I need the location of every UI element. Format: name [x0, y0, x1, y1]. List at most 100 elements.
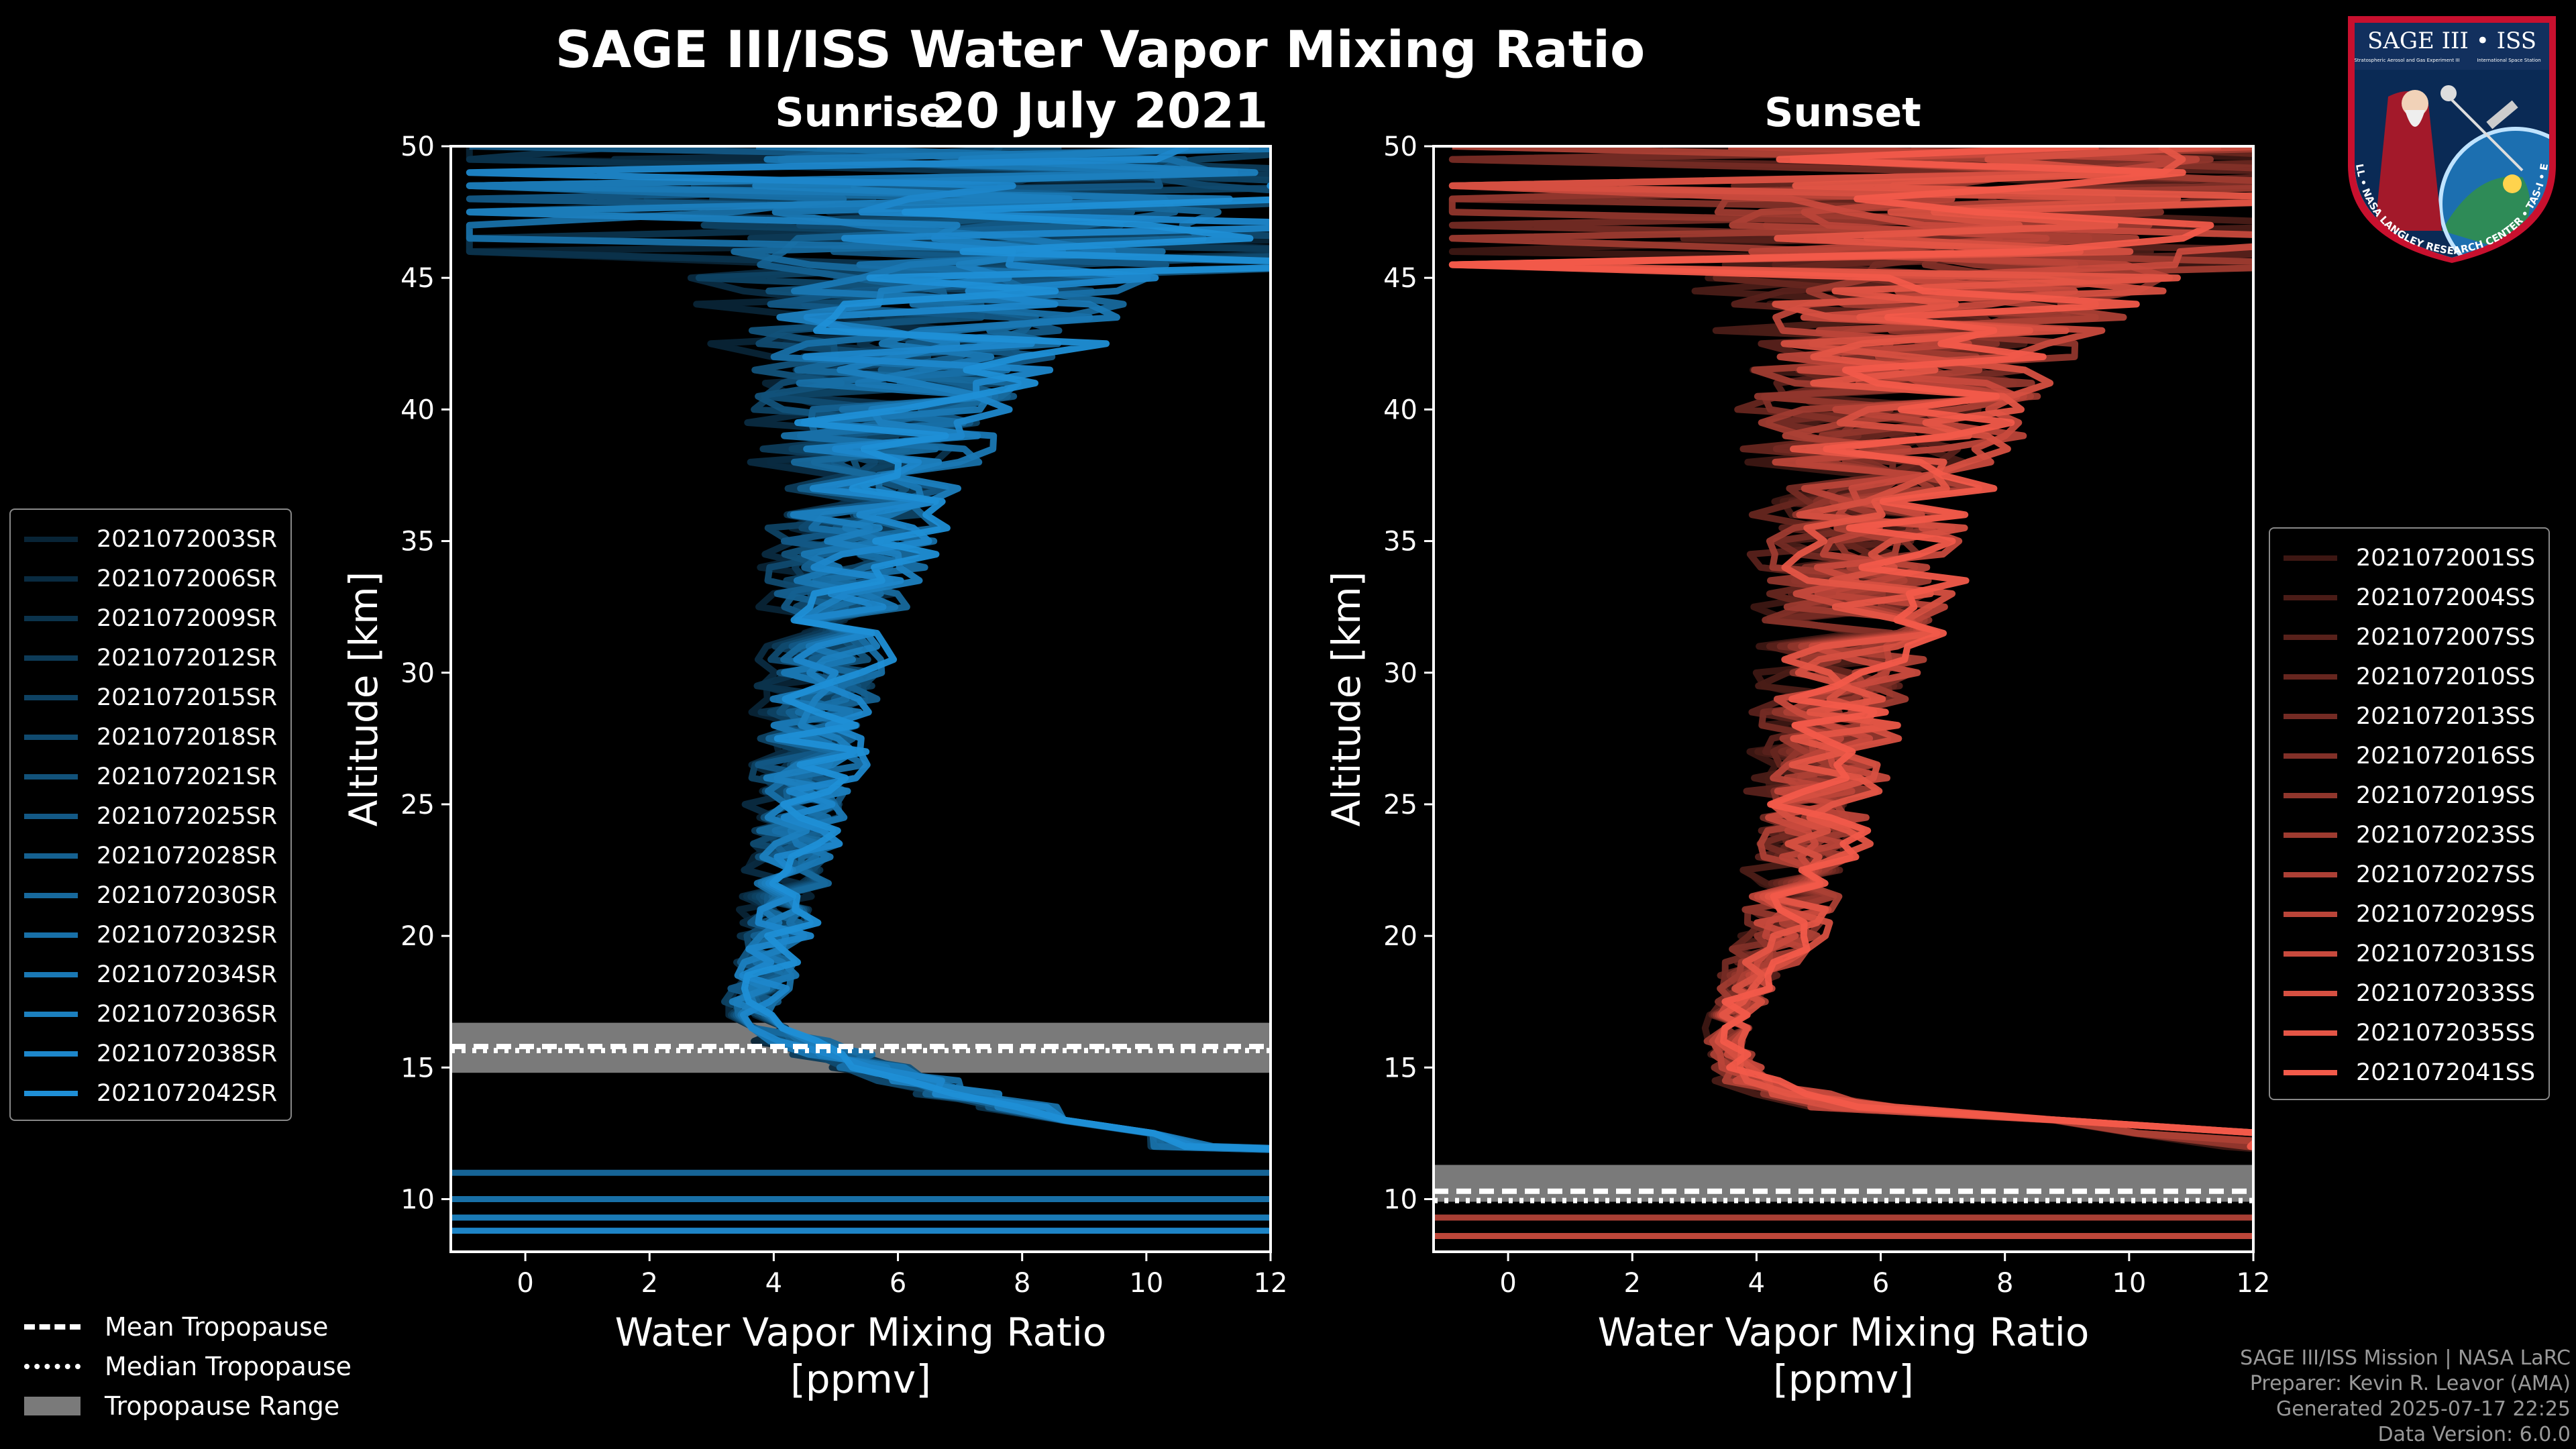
legend-swatch	[24, 853, 78, 859]
y-tick-label: 40	[400, 394, 435, 425]
y-tick-label: 35	[400, 527, 435, 557]
legend-label: 2021072018SR	[97, 723, 278, 751]
x-tick-label: 10	[1129, 1268, 1163, 1299]
legend-swatch	[2284, 674, 2337, 680]
y-tick-label: 35	[1383, 527, 1417, 557]
y-tick-label: 50	[400, 131, 435, 162]
legend-entry: 2021072018SR	[24, 717, 277, 757]
sunset-panel-title: Sunset	[1764, 89, 1921, 136]
legend-entry: 2021072023SS	[2284, 815, 2535, 855]
legend-entry: 2021072021SR	[24, 757, 277, 796]
profile-line-2021072042SR	[741, 182, 1271, 1152]
credit-version: Data Version: 6.0.0	[2377, 1423, 2571, 1446]
legend-label: 2021072025SR	[97, 802, 278, 830]
x-tick-label: 2	[641, 1268, 658, 1299]
legend-entry: 2021072006SR	[24, 559, 277, 598]
y-tick-label: 30	[400, 658, 435, 689]
y-tick-label: 25	[400, 790, 435, 820]
x-tick-label: 12	[2237, 1268, 2271, 1299]
legend-label: 2021072027SS	[2356, 861, 2536, 888]
y-tick-label: 15	[400, 1053, 435, 1083]
logo-subtitle-left: Stratospheric Aerosol and Gas Experiment…	[2354, 58, 2459, 63]
legend-swatch	[24, 813, 78, 819]
legend-entry: 2021072033SS	[2284, 973, 2535, 1013]
credit-preparer: Preparer: Kevin R. Leavor (AMA)	[2249, 1372, 2571, 1395]
x-tick-label: 8	[1996, 1268, 2013, 1299]
x-tick-label: 4	[1748, 1268, 1765, 1299]
legend-swatch	[24, 1051, 78, 1057]
legend-label: 2021072015SR	[97, 684, 278, 711]
legend-label: 2021072006SR	[97, 565, 278, 592]
x-axis-unit: [ppmv]	[1773, 1356, 1914, 1402]
credit-generated: Generated 2025-07-17 22:25	[2275, 1397, 2571, 1421]
sunset-plot: 0 2 4 6 8 10 12 10 15 20 25 30 35 40 45 50 Water Vapor M…	[1324, 131, 2271, 1402]
sunrise-plot: 0 2 4 6 8 10 12 10 15 20 25 30 35 40 45 50 Water Vapor M…	[341, 131, 1287, 1402]
tropopause-range-band	[1434, 1165, 2253, 1202]
y-tick-label: 10	[1383, 1185, 1417, 1216]
legend-entry: 2021072030SR	[24, 875, 277, 915]
x-tick-label: 0	[517, 1268, 533, 1299]
mean-tropopause-label: Mean Tropopause	[105, 1311, 329, 1342]
x-tick-label: 8	[1014, 1268, 1030, 1299]
legend-swatch	[24, 536, 78, 542]
credits: SAGE III/ISS Mission | NASA LaRC Prepare…	[2240, 1346, 2571, 1448]
legend-entry: 2021072007SS	[2284, 617, 2535, 657]
legend-swatch	[24, 892, 78, 898]
y-tick-label: 45	[400, 263, 435, 294]
legend-label: 2021072021SR	[97, 763, 278, 790]
x-tick-label: 10	[2112, 1268, 2146, 1299]
legend-label: 2021072030SR	[97, 881, 278, 909]
legend-swatch	[2284, 713, 2337, 719]
legend-entry: 2021072004SS	[2284, 578, 2535, 617]
legend-swatch	[24, 971, 78, 977]
legend-entry: 2021072038SR	[24, 1034, 277, 1073]
legend-swatch	[24, 734, 78, 740]
legend-swatch	[24, 1090, 78, 1096]
x-axis-label: Water Vapor Mixing Ratio	[615, 1309, 1107, 1355]
legend-swatch	[24, 655, 78, 661]
legend-entry: 2021072027SS	[2284, 855, 2535, 894]
legend-entry: 2021072012SR	[24, 638, 277, 678]
legend-swatch	[24, 1011, 78, 1017]
legend-swatch	[24, 615, 78, 621]
y-tick-label: 20	[1383, 921, 1417, 952]
legend-label: 2021072013SS	[2356, 702, 2536, 730]
credit-mission: SAGE III/ISS Mission | NASA LaRC	[2240, 1346, 2571, 1370]
legend-swatch	[2284, 555, 2337, 561]
x-axis-label: Water Vapor Mixing Ratio	[1598, 1309, 2090, 1355]
legend-label: 2021072042SR	[97, 1079, 278, 1107]
legend-swatch	[2284, 1030, 2337, 1036]
y-tick-label: 10	[400, 1185, 435, 1216]
legend-entry: 2021072042SR	[24, 1073, 277, 1113]
legend-entry: 2021072031SS	[2284, 934, 2535, 973]
x-tick-label: 6	[1872, 1268, 1889, 1299]
y-tick-label: 40	[1383, 394, 1417, 425]
y-axis-label: Altitude [km]	[1324, 572, 1369, 826]
legend-label: 2021072010SS	[2356, 663, 2536, 690]
legend-label: 2021072003SR	[97, 525, 278, 553]
x-tick-label: 0	[1499, 1268, 1516, 1299]
legend-swatch	[2284, 951, 2337, 957]
wizard-figure-icon	[2375, 91, 2442, 231]
y-tick-label: 20	[400, 921, 435, 952]
legend-entry: 2021072025SR	[24, 796, 277, 836]
legend-swatch	[2284, 832, 2337, 838]
x-axis-unit: [ppmv]	[790, 1356, 931, 1402]
y-tick-label: 25	[1383, 790, 1417, 820]
logo-title: SAGE III • ISS	[2367, 28, 2536, 54]
legend-entry: 2021072003SR	[24, 519, 277, 559]
legend-swatch	[2284, 753, 2337, 759]
y-tick-label: 30	[1383, 658, 1417, 689]
space-station-icon	[2486, 100, 2518, 129]
sage-iii-iss-logo: SAGE III • ISS Stratospheric Aerosol and…	[2341, 9, 2556, 263]
x-tick-label: 4	[765, 1268, 782, 1299]
y-tick-label: 15	[1383, 1053, 1417, 1083]
legend-label: 2021072033SS	[2356, 979, 2536, 1007]
legend-label: 2021072032SR	[97, 921, 278, 949]
legend-swatch	[2284, 594, 2337, 600]
tropopause-legend: Mean Tropopause Median Tropopause Tropop…	[24, 1307, 352, 1426]
sunrise-panel-title: Sunrise	[775, 89, 946, 136]
logo-subtitle-right: International Space Station	[2477, 58, 2540, 63]
legend-entry: 2021072019SS	[2284, 775, 2535, 815]
